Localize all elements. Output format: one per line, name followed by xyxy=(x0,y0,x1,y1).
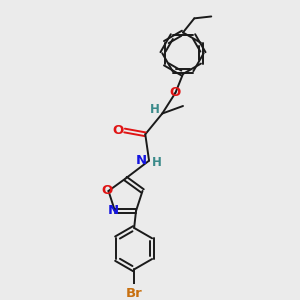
Text: O: O xyxy=(101,184,112,197)
Text: O: O xyxy=(169,86,180,99)
Text: N: N xyxy=(136,154,147,167)
Text: H: H xyxy=(152,156,161,169)
Text: N: N xyxy=(107,205,118,218)
Text: Br: Br xyxy=(126,287,142,300)
Text: O: O xyxy=(112,124,124,137)
Text: H: H xyxy=(150,103,160,116)
